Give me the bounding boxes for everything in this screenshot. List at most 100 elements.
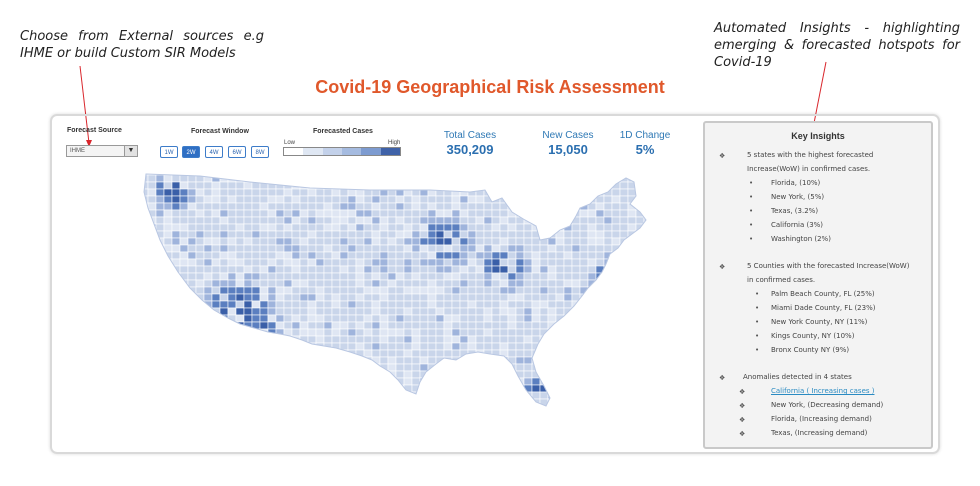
county-region (203, 216, 213, 225)
county-region (571, 314, 581, 323)
county-region (251, 202, 261, 211)
county-region (219, 370, 229, 379)
county-region (411, 272, 421, 281)
county-region (451, 286, 461, 295)
county-region (195, 216, 205, 225)
county-region (147, 300, 157, 309)
anomaly-link-california[interactable]: California ( Increasing cases ) (771, 387, 875, 395)
county-region (363, 377, 373, 386)
county-region (435, 335, 445, 344)
county-region (427, 216, 437, 225)
county-region (499, 342, 509, 351)
county-region (411, 181, 421, 190)
county-region (443, 370, 453, 379)
county-region (155, 258, 165, 267)
county-region (355, 244, 365, 253)
county-region (251, 335, 261, 344)
county-region (555, 251, 565, 260)
county-region (227, 391, 237, 400)
county-region (243, 230, 253, 239)
county-region (603, 216, 613, 225)
county-region (163, 405, 173, 406)
county-region (331, 377, 341, 386)
county-region (419, 342, 429, 351)
county-region (435, 244, 445, 253)
county-region (635, 307, 645, 316)
county-region (523, 314, 533, 323)
county-region (379, 307, 389, 316)
window-button-4w[interactable]: 4W (205, 146, 223, 158)
county-region (491, 174, 501, 183)
county-region (187, 202, 197, 211)
county-region (555, 209, 565, 218)
county-region (411, 328, 421, 337)
window-button-8w[interactable]: 8W (251, 146, 269, 158)
window-button-1w[interactable]: 1W (160, 146, 178, 158)
county-region (203, 279, 213, 288)
county-region (491, 356, 501, 365)
county-region (507, 272, 517, 281)
window-button-2w[interactable]: 2W (182, 146, 200, 158)
county-region (163, 195, 173, 204)
county-region (619, 181, 629, 190)
county-region (323, 398, 333, 406)
county-region (171, 244, 181, 253)
window-button-6w[interactable]: 6W (228, 146, 246, 158)
county-region (539, 370, 549, 379)
county-region (275, 300, 285, 309)
us-county-map[interactable] (140, 168, 665, 408)
county-region (187, 377, 197, 386)
county-region (483, 307, 493, 316)
legend-high-label: High (388, 140, 401, 146)
county-region (371, 230, 381, 239)
county-region (571, 328, 581, 337)
county-region (387, 251, 397, 260)
county-region (355, 286, 365, 295)
county-region (635, 321, 645, 330)
county-region (267, 391, 277, 400)
county-region (179, 230, 189, 239)
county-region (467, 405, 477, 406)
county-region (355, 356, 365, 365)
county-region (619, 195, 629, 204)
county-region (563, 195, 573, 204)
county-region (652, 308, 660, 315)
county-region (539, 356, 549, 365)
county-region (515, 244, 525, 253)
county-region (371, 293, 381, 302)
county-region (379, 174, 389, 183)
county-region (291, 314, 301, 323)
county-region (579, 279, 589, 288)
county-region (475, 342, 485, 351)
county-region (531, 286, 541, 295)
county-region (195, 342, 205, 351)
county-region (187, 279, 197, 288)
county-region (243, 223, 253, 232)
county-region (515, 251, 525, 260)
county-region (635, 363, 645, 372)
county-region (595, 279, 605, 288)
county-region (467, 328, 477, 337)
county-region (595, 286, 605, 295)
county-region (387, 279, 397, 288)
county-region (347, 391, 357, 400)
county-region (291, 370, 301, 379)
county-region (571, 279, 581, 288)
county-region (259, 335, 269, 344)
county-region (243, 314, 253, 323)
county-region (499, 223, 509, 232)
county-region (587, 335, 597, 344)
county-region (411, 405, 421, 406)
county-region (144, 391, 149, 400)
county-region (243, 279, 253, 288)
county-region (363, 174, 373, 183)
county-region (275, 356, 285, 365)
county-region (275, 272, 285, 281)
chevron-down-icon[interactable]: ▼ (124, 146, 137, 156)
county-region (619, 223, 629, 232)
county-region (379, 244, 389, 253)
county-region (339, 174, 349, 183)
county-region (483, 223, 493, 232)
county-region (547, 216, 557, 225)
forecast-source-select[interactable]: IHME ▼ (66, 145, 138, 157)
